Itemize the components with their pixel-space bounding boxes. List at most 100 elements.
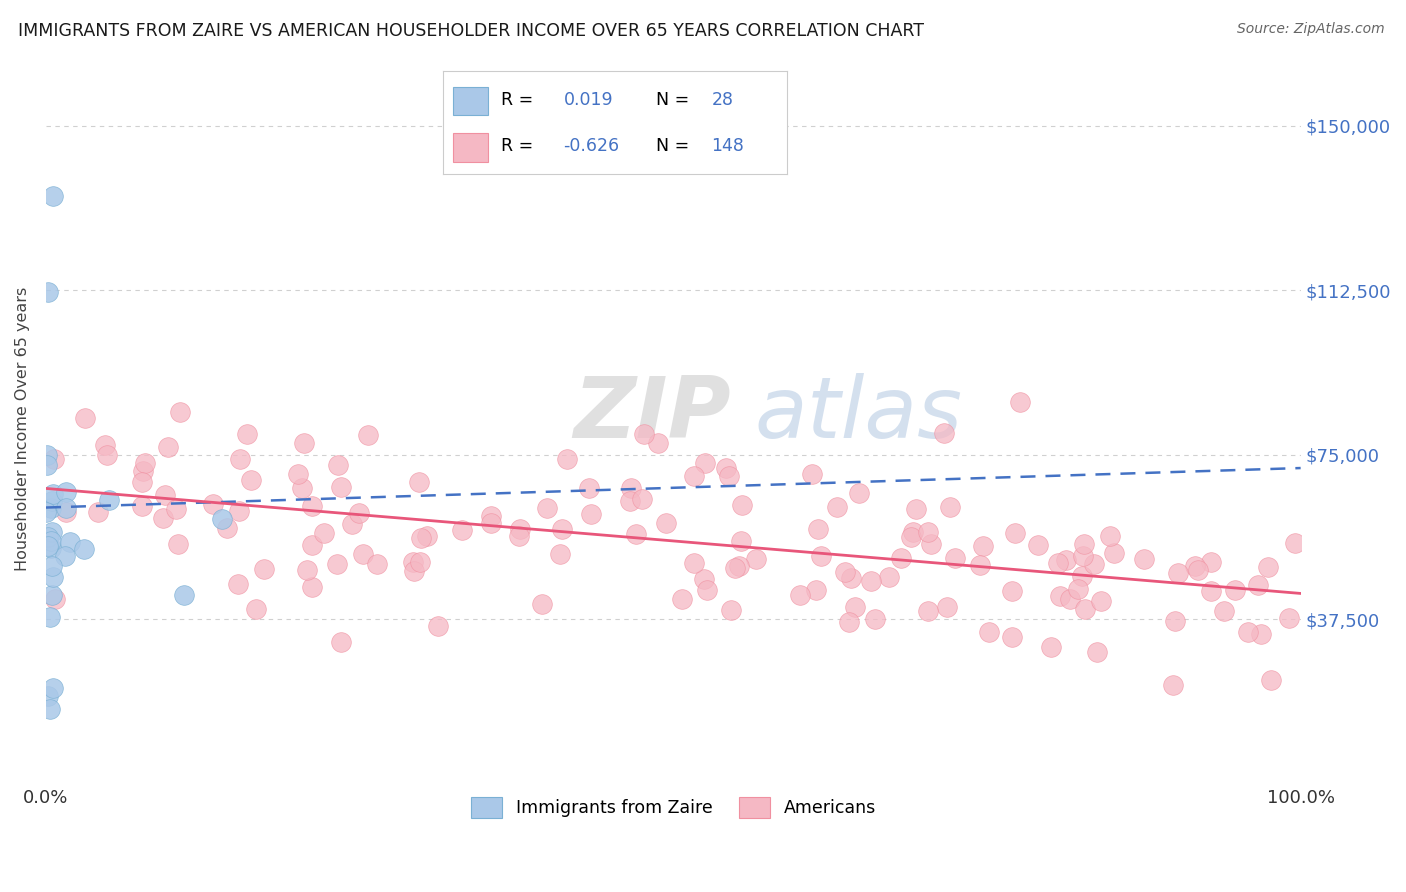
Point [39, 534, 62, 549]
Point [865, 612, 887, 626]
Y-axis label: Householder Income Over 65 years: Householder Income Over 65 years [15, 286, 30, 571]
Text: IMMIGRANTS FROM ZAIRE VS AMERICAN HOUSEHOLDER INCOME OVER 65 YEARS CORRELATION C: IMMIGRANTS FROM ZAIRE VS AMERICAN HOUSEH… [18, 22, 924, 40]
Point [165, 501, 187, 516]
Point [409, 555, 432, 569]
Point [917, 525, 939, 540]
Text: ZIP: ZIP [572, 373, 731, 456]
FancyBboxPatch shape [453, 87, 488, 115]
Point [37, 285, 59, 300]
Point [848, 486, 870, 500]
Point [969, 558, 991, 572]
Point [131, 499, 153, 513]
Point [683, 469, 706, 483]
Point [402, 555, 425, 569]
Point [37, 690, 59, 704]
Text: 28: 28 [711, 91, 734, 109]
Point [789, 588, 811, 602]
Point [326, 558, 349, 572]
Point [509, 522, 531, 536]
Point [479, 516, 502, 530]
Point [720, 602, 742, 616]
Point [1167, 566, 1189, 581]
Point [1284, 536, 1306, 550]
Point [93, 438, 115, 452]
Point [551, 522, 574, 536]
Point [1071, 549, 1094, 563]
Point [806, 583, 828, 598]
Point [630, 491, 652, 506]
Point [1004, 525, 1026, 540]
Point [55, 500, 77, 515]
Point [134, 456, 156, 470]
Point [72, 542, 94, 557]
Text: Source: ZipAtlas.com: Source: ZipAtlas.com [1237, 22, 1385, 37]
Point [693, 572, 716, 586]
Point [366, 557, 388, 571]
Point [1047, 557, 1070, 571]
Point [132, 464, 155, 478]
Point [340, 516, 363, 531]
Text: 148: 148 [711, 137, 744, 155]
Point [550, 547, 572, 561]
Point [624, 526, 647, 541]
Point [167, 537, 190, 551]
Point [1201, 584, 1223, 599]
Point [152, 510, 174, 524]
Point [156, 440, 179, 454]
Point [900, 530, 922, 544]
Point [131, 475, 153, 490]
Point [1074, 602, 1097, 616]
Point [215, 521, 238, 535]
Point [235, 426, 257, 441]
Point [479, 508, 502, 523]
Point [972, 539, 994, 553]
Point [647, 436, 669, 450]
Point [1164, 614, 1187, 628]
Point [1054, 552, 1077, 566]
Point [860, 574, 883, 588]
Point [1049, 589, 1071, 603]
Point [714, 461, 737, 475]
Point [1250, 627, 1272, 641]
Point [827, 500, 849, 514]
Point [730, 534, 752, 549]
Point [1201, 555, 1223, 569]
Text: N =: N = [657, 137, 690, 155]
Point [87, 505, 110, 519]
Point [202, 497, 225, 511]
Point [1070, 569, 1092, 583]
Point [655, 516, 678, 531]
Point [718, 468, 741, 483]
Point [330, 634, 353, 648]
Point [301, 499, 323, 513]
Point [682, 556, 704, 570]
Point [936, 599, 959, 614]
Point [1184, 559, 1206, 574]
Point [555, 451, 578, 466]
Text: 0.019: 0.019 [564, 91, 613, 109]
Point [578, 481, 600, 495]
Point [41, 525, 63, 540]
Point [920, 537, 942, 551]
Point [55, 485, 77, 500]
Point [39, 500, 62, 515]
Point [1257, 559, 1279, 574]
Point [917, 604, 939, 618]
Point [1073, 537, 1095, 551]
Point [934, 425, 956, 440]
Point [834, 565, 856, 579]
Point [579, 508, 602, 522]
FancyBboxPatch shape [453, 133, 488, 161]
Point [810, 549, 832, 563]
Point [173, 588, 195, 602]
Point [402, 564, 425, 578]
Point [41, 559, 63, 574]
Point [239, 474, 262, 488]
Point [838, 615, 860, 629]
Point [37, 539, 59, 553]
Point [329, 481, 352, 495]
Point [943, 550, 966, 565]
Point [801, 467, 824, 482]
Point [245, 602, 267, 616]
Point [1260, 673, 1282, 687]
